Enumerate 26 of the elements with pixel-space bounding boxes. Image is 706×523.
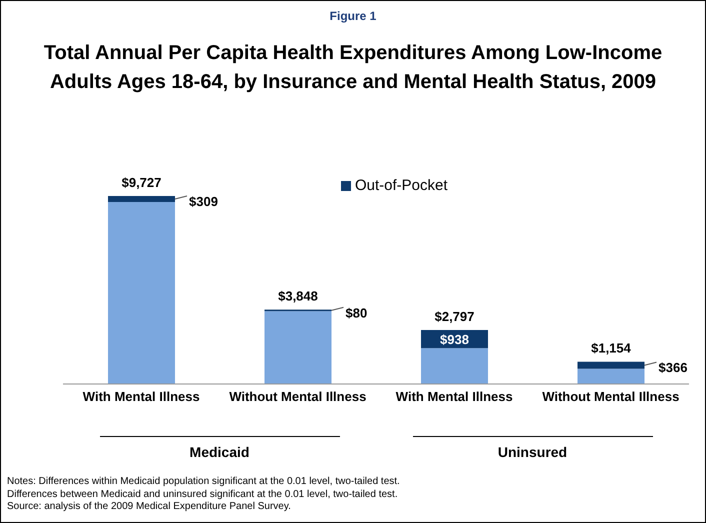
bar [578, 362, 644, 369]
legend-label: Out-of-Pocket [354, 177, 448, 194]
x-tick-label: With Mental Illness [396, 389, 513, 404]
data-label: $938 [440, 332, 469, 348]
text: Uninsured [496, 444, 568, 460]
text: Differences between Medicaid and uninsured significant at the 0.01 level, two-tailed test. [7, 488, 399, 501]
source-note: Source: analysis of the 2009 Medical Expenditure Panel Survey. [7, 501, 292, 514]
data-label: $80 [346, 305, 368, 320]
text: Notes: Differences within Medicaid population significant at the 0.01 level, two-tailed test. [7, 476, 400, 488]
data-label: $309 [189, 194, 218, 209]
total-label: $9,727 [122, 175, 162, 190]
bar [264, 311, 332, 384]
total-label: $3,848 [278, 288, 318, 304]
data-label: $366 [658, 360, 688, 376]
x-tick-label: Without Mental Illness [229, 389, 366, 404]
total-label: $2,797 [434, 308, 474, 324]
chart-title: Total Annual Per Capita Health Expenditures Among Low-Income Adults Ages 18-64, by Insurance and Mental Health Status, 2009 [42, 41, 664, 95]
text: Medicaid [188, 444, 250, 460]
bar [421, 348, 488, 384]
bar [108, 196, 175, 202]
x-tick-label: With Mental Illness [82, 389, 200, 404]
bar [578, 368, 644, 384]
chart-subtitle: Figure 1 [328, 9, 378, 23]
bar [108, 202, 175, 384]
total-label: $1,154 [591, 340, 632, 356]
x-tick-label: Without Mental Illness [542, 389, 680, 404]
